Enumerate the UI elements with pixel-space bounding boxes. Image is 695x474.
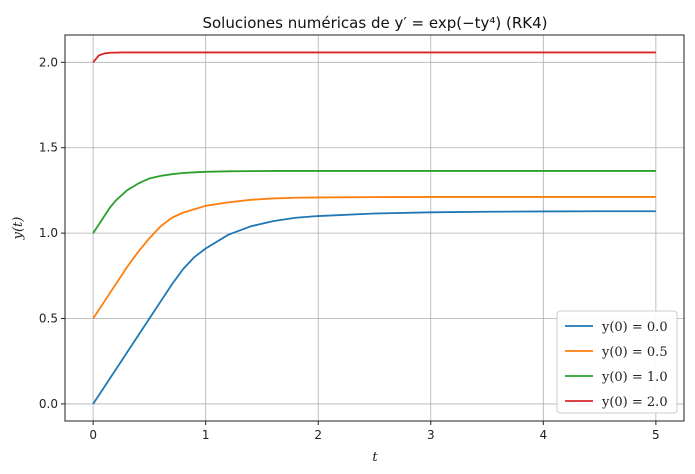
y-tick-label: 1.0 [39,226,58,240]
y-tick-label: 1.5 [39,141,58,155]
x-tick-label: 2 [314,428,322,442]
y-tick-label: 0.0 [39,397,58,411]
x-tick-label: 5 [652,428,660,442]
legend-label: y(0) = 0.5 [601,345,668,360]
chart-title: Soluciones numéricas de y′ = exp(−ty⁴) (… [202,14,547,32]
series-line-3 [92,51,656,63]
y-axis-label: y(t) [11,217,26,241]
series-line-1 [92,196,656,320]
legend-label: y(0) = 1.0 [601,370,668,385]
x-tick-label: 0 [89,428,97,442]
x-tick-label: 3 [427,428,435,442]
x-tick-label: 4 [539,428,547,442]
grid [65,35,684,421]
legend-label: y(0) = 2.0 [601,395,668,410]
series-line-0 [92,210,656,405]
legend: y(0) = 0.0 y(0) = 0.5 y(0) = 1.0 y(0) = 2.0 [556,310,678,414]
legend-label: y(0) = 0.0 [601,320,668,335]
series-group [92,51,656,405]
y-tick-label: 2.0 [39,55,58,69]
x-axis-label: t [372,450,378,465]
plot-frame [64,34,685,422]
legend-box [556,310,678,414]
y-tick-label: 0.5 [39,312,58,326]
series-line-2 [92,170,656,234]
x-tick-label: 1 [202,428,210,442]
tick-group: 0 1 2 3 4 5 0.0 0.5 1.0 1.5 2.0 [39,55,660,442]
